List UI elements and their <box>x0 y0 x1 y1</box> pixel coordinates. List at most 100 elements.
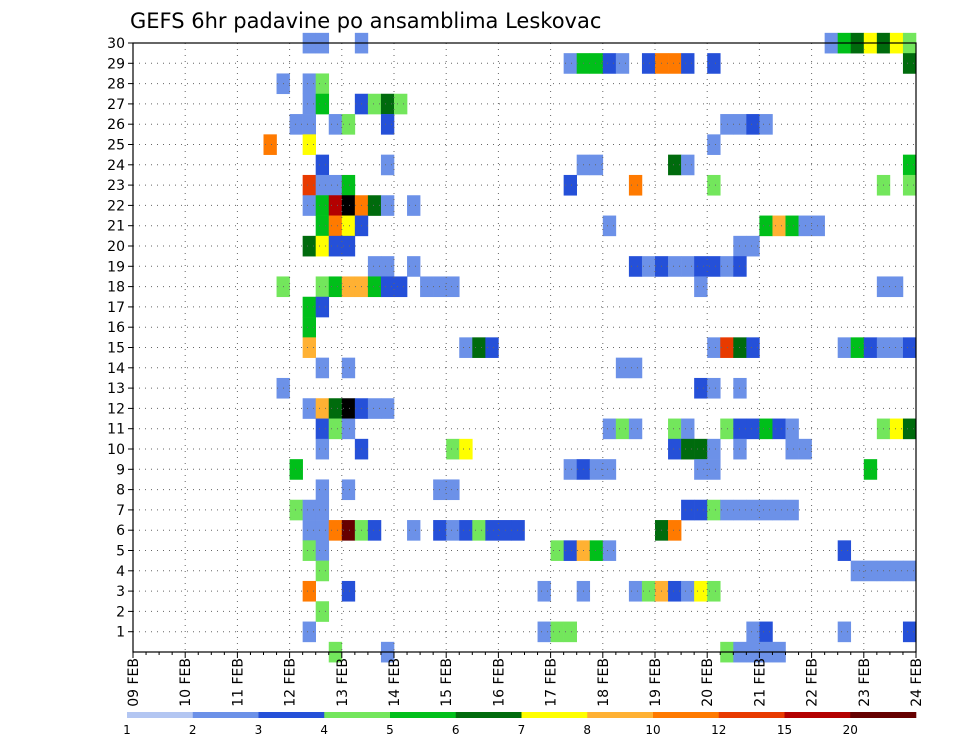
heatmap-cell <box>315 438 330 460</box>
heatmap-cell <box>315 398 330 419</box>
colorbar-swatch <box>587 712 654 718</box>
heatmap-cell <box>511 520 525 541</box>
heatmap-cell <box>302 621 316 643</box>
y-tick-label: 9 <box>116 462 125 478</box>
x-tick-label: 24 FEB <box>909 658 925 707</box>
heatmap-cell <box>367 520 382 541</box>
heatmap-cell <box>707 499 721 521</box>
heatmap-cell <box>315 215 330 237</box>
heatmap-cell <box>746 418 760 440</box>
heatmap-cell <box>407 520 421 541</box>
heatmap-cell <box>328 276 343 298</box>
colorbar-label: 20 <box>843 723 858 737</box>
heatmap-cell <box>602 540 617 561</box>
heatmap-cell <box>668 53 682 74</box>
heatmap-cell <box>759 418 773 440</box>
colorbar-swatch <box>521 712 588 718</box>
y-tick-label: 27 <box>107 97 125 113</box>
chart-title: GEFS 6hr padavine po ansamblima Leskovac <box>130 9 601 33</box>
y-tick-label: 21 <box>107 219 125 235</box>
heatmap-cell <box>537 621 551 643</box>
heatmap-cell <box>707 580 721 602</box>
heatmap-cell <box>902 560 917 582</box>
heatmap-cell <box>315 540 330 561</box>
heatmap-cell <box>589 459 604 480</box>
heatmap-cell <box>328 215 343 237</box>
heatmap-cell <box>328 195 343 216</box>
heatmap-cell <box>328 398 343 419</box>
heatmap-cell <box>407 195 421 216</box>
heatmap-cell <box>811 215 825 237</box>
heatmap-cell <box>315 357 330 379</box>
heatmap-cell <box>472 337 486 358</box>
heatmap-cell <box>289 499 303 521</box>
heatmap-cell <box>341 195 356 216</box>
y-tick-label: 8 <box>116 483 125 499</box>
heatmap-cell <box>315 601 330 622</box>
heatmap-cell <box>668 154 682 176</box>
colorbar-label: 10 <box>645 723 660 737</box>
y-tick-label: 19 <box>107 259 125 275</box>
heatmap-cell <box>772 418 786 440</box>
colorbar-swatch <box>850 712 917 718</box>
heatmap-cell <box>341 276 356 298</box>
heatmap-cell <box>537 580 551 602</box>
heatmap-cell <box>315 520 330 541</box>
heatmap-cell <box>628 174 643 196</box>
heatmap-cell <box>889 560 904 582</box>
heatmap-cell <box>850 560 865 582</box>
heatmap-cell <box>681 256 695 277</box>
heatmap-cell <box>707 377 721 399</box>
heatmap-cell <box>589 540 604 561</box>
heatmap-cell <box>446 520 460 541</box>
heatmap-cell <box>668 438 682 460</box>
heatmap-cell <box>563 540 577 561</box>
heatmap-cell <box>681 154 695 176</box>
heatmap-cell <box>341 174 356 196</box>
heatmap-cell <box>694 580 708 602</box>
heatmap-cell <box>446 276 460 298</box>
heatmap-cell <box>315 418 330 440</box>
colorbar-label: 5 <box>386 723 394 737</box>
heatmap-cell <box>615 53 630 74</box>
heatmap-cell <box>289 114 303 135</box>
colorbar-swatch <box>324 712 391 718</box>
heatmap-cell <box>302 499 316 521</box>
y-tick-label: 4 <box>116 564 125 580</box>
heatmap-cell <box>315 73 330 95</box>
heatmap-cell <box>681 580 695 602</box>
heatmap-cell <box>380 154 395 176</box>
heatmap-cell <box>459 337 473 358</box>
y-tick-label: 6 <box>116 523 125 539</box>
heatmap-cell <box>367 276 382 298</box>
heatmap-cell <box>759 215 773 237</box>
colorbar-label: 12 <box>711 723 726 737</box>
heatmap-cell <box>302 337 316 358</box>
y-tick-label: 13 <box>107 381 125 397</box>
heatmap-cell <box>302 520 316 541</box>
heatmap-cell <box>263 134 277 155</box>
heatmap-cell <box>407 256 421 277</box>
heatmap-cell <box>863 560 878 582</box>
heatmap-cell <box>668 418 682 440</box>
heatmap-cell <box>785 215 799 237</box>
heatmap-cell <box>394 93 408 115</box>
colorbar-swatch <box>784 712 851 718</box>
heatmap-cell <box>602 418 617 440</box>
heatmap-cell <box>302 296 316 318</box>
heatmap-cell <box>837 621 852 643</box>
heatmap-cell <box>902 154 917 176</box>
heatmap-cell <box>694 377 708 399</box>
y-tick-label: 24 <box>107 158 125 174</box>
heatmap-cell <box>589 154 604 176</box>
heatmap-cell <box>315 154 330 176</box>
heatmap-cell <box>720 499 734 521</box>
heatmap-cell <box>694 459 708 480</box>
heatmap-cell <box>707 53 721 74</box>
heatmap-cell <box>720 256 734 277</box>
y-tick-label: 1 <box>116 625 125 641</box>
heatmap-cell <box>302 93 316 115</box>
x-tick-label: 17 FEB <box>544 658 560 707</box>
heatmap-cell <box>289 459 303 480</box>
